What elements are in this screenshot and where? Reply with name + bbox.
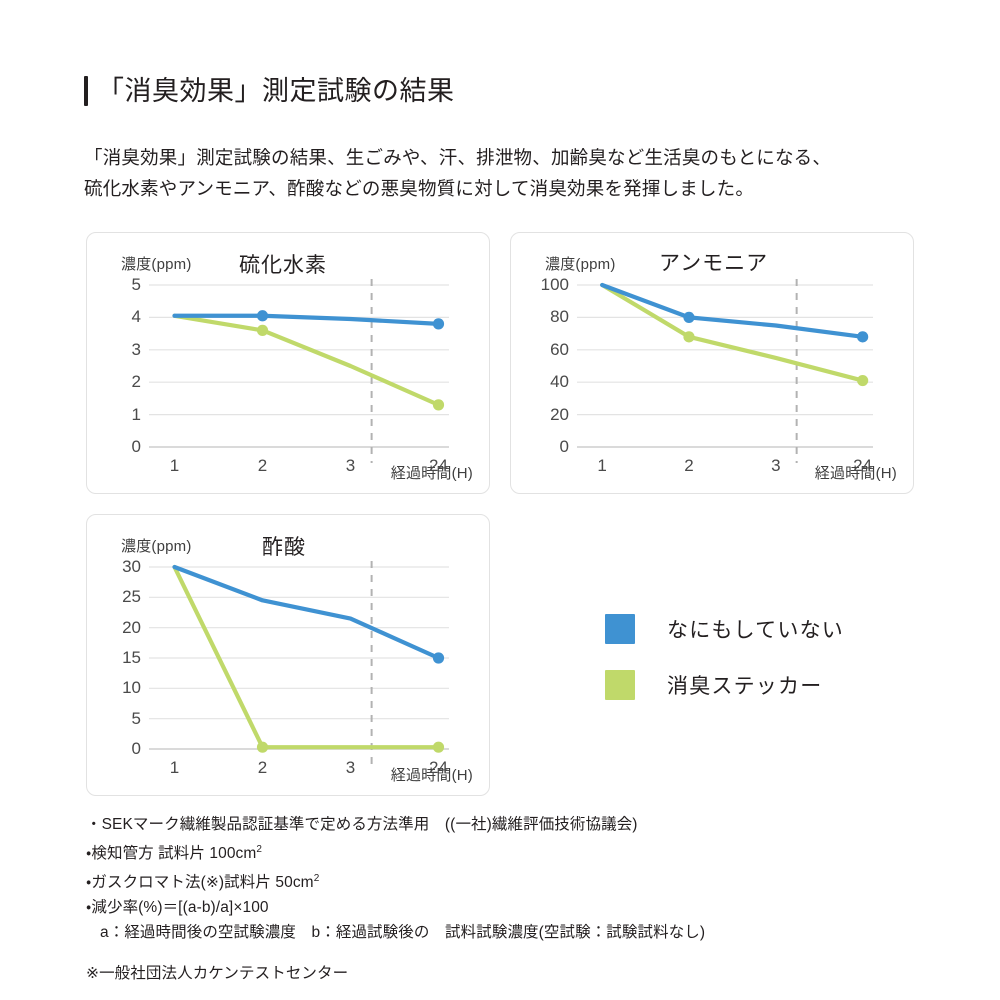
- footnote-line-2: ・検知管方 試料片 100cm2: [86, 837, 926, 866]
- footnote-line-6: ※一般社団法人カケンテストセンター: [86, 965, 349, 983]
- page-title-text: 「消臭効果」測定試験の結果: [97, 76, 455, 106]
- chart-ylabel-nh3: 濃度(ppm): [545, 256, 616, 273]
- legend-swatch-sticker: [605, 670, 635, 700]
- title-accent-bar: [84, 76, 88, 106]
- chart-ytick-nh3-20: 20: [550, 404, 569, 424]
- chart-ytick-ch3cooh-0: 0: [131, 739, 141, 758]
- chart-title-ch3cooh: 酢酸: [262, 536, 306, 559]
- chart-plot-h2s: [149, 279, 449, 463]
- chart-ytick-nh3-60: 60: [550, 339, 569, 359]
- chart-xlabel-h2s: 経過時間(H): [390, 465, 473, 482]
- intro-line-1: 「消臭効果」測定試験の結果、生ごみや、汗、排泄物、加齢臭など生活臭のもとになる、: [84, 147, 832, 168]
- chart-xtick-ch3cooh-3: 3: [345, 758, 356, 777]
- chart-card-h2s: 濃度(ppm) 硫化水素経過時間(H) 0 1 2 3 4 5 1 2 3 24: [86, 232, 490, 494]
- footnote-line-2-text: ・検知管方 試料片 100cm: [86, 845, 257, 863]
- footnote-line-2-sup: 2: [256, 844, 263, 855]
- chart-ytick-h2s-2: 2: [131, 372, 141, 392]
- chart-xtick-ch3cooh-24: 24: [429, 758, 448, 777]
- chart-plot-ch3cooh: [149, 561, 449, 765]
- footnotes: ・SEKマーク繊維製品認証基準で定める方法準用 ((一社)繊維評価技術協議会) …: [86, 812, 926, 986]
- chart-title-nh3: アンモニア: [659, 252, 769, 275]
- legend: なにもしていない 消臭ステッカー: [605, 612, 844, 724]
- chart-xtick-h2s-3: 3: [345, 456, 356, 475]
- footnote-line-3-sup: 2: [313, 873, 320, 885]
- footnote-line-4: ・減少率(%)＝[(a-b)/a]×100: [86, 899, 269, 917]
- legend-item-untreated: なにもしていない: [605, 612, 844, 646]
- chart-xtick-ch3cooh-2: 2: [257, 758, 268, 777]
- chart-ytick-ch3cooh-25: 25: [122, 587, 141, 607]
- chart-plot-nh3: [577, 279, 873, 463]
- intro-line-2: 硫化水素やアンモニア、酢酸などの悪臭物質に対して消臭効果を発揮しました。: [84, 178, 755, 199]
- chart-ytick-nh3-80: 80: [550, 307, 569, 327]
- chart-ylabel-h2s: 濃度(ppm): [121, 256, 192, 273]
- footnote-line-3: ・ガスクロマト法(※)試料片 50cm2: [86, 866, 926, 895]
- chart-ytick-ch3cooh-10: 10: [122, 678, 141, 698]
- legend-label-untreated: なにもしていない: [667, 619, 844, 642]
- chart-xlabel-nh3: 経過時間(H): [814, 465, 897, 482]
- chart-xtick-nh3-2: 2: [684, 456, 694, 475]
- footnote-line-5: a：経過時間後の空試験濃度 b：経過試験後の 試料試験濃度(空試験：試験試料なし…: [100, 924, 706, 942]
- chart-ytick-h2s-3: 3: [131, 339, 141, 359]
- chart-ytick-ch3cooh-15: 15: [122, 648, 141, 667]
- chart-ytick-h2s-5: 5: [131, 275, 141, 294]
- footnote-line-1: ・SEKマーク繊維製品認証基準で定める方法準用 ((一社)繊維評価技術協議会): [86, 816, 638, 833]
- chart-ytick-h2s-0: 0: [131, 437, 141, 456]
- chart-xtick-h2s-24: 24: [429, 456, 448, 475]
- chart-xtick-ch3cooh-1: 1: [169, 758, 180, 777]
- chart-xtick-nh3-3: 3: [771, 456, 781, 475]
- legend-item-sticker: 消臭ステッカー: [605, 668, 844, 702]
- chart-ytick-h2s-1: 1: [131, 404, 141, 424]
- chart-xtick-nh3-1: 1: [597, 456, 607, 475]
- chart-ytick-ch3cooh-20: 20: [122, 617, 141, 637]
- legend-swatch-untreated: [605, 614, 635, 644]
- intro-paragraph: 「消臭効果」測定試験の結果、生ごみや、汗、排泄物、加齢臭など生活臭のもとになる、…: [84, 142, 944, 204]
- chart-xlabel-ch3cooh: 経過時間(H): [390, 767, 473, 784]
- chart-xtick-h2s-1: 1: [169, 456, 180, 475]
- legend-label-sticker: 消臭ステッカー: [667, 675, 823, 698]
- chart-ytick-h2s-4: 4: [131, 307, 141, 327]
- chart-ytick-nh3-100: 100: [540, 275, 569, 294]
- page-title: 「消臭効果」測定試験の結果: [84, 76, 455, 106]
- chart-xtick-h2s-2: 2: [257, 456, 268, 475]
- footnote-spacer: [86, 945, 926, 961]
- footnote-line-3-text: ・ガスクロマト法(※)試料片 50cm: [86, 874, 314, 892]
- chart-ytick-nh3-40: 40: [550, 372, 569, 392]
- chart-card-nh3: 濃度(ppm) アンモニア経過時間(H) 0 20 40 60 80 100 1 2 3 24: [510, 232, 914, 494]
- chart-ylabel-ch3cooh: 濃度(ppm): [121, 538, 192, 555]
- chart-ytick-ch3cooh-5: 5: [131, 708, 141, 728]
- chart-xtick-nh3-24: 24: [853, 456, 873, 475]
- chart-ytick-nh3-0: 0: [559, 437, 569, 456]
- chart-card-ch3cooh: 濃度(ppm) 酢酸経過時間(H) 0 5 10 15 20 25 30 1 2 3 24: [86, 514, 490, 796]
- chart-ytick-ch3cooh-30: 30: [122, 557, 141, 576]
- chart-title-h2s: 硫化水素: [239, 254, 327, 277]
